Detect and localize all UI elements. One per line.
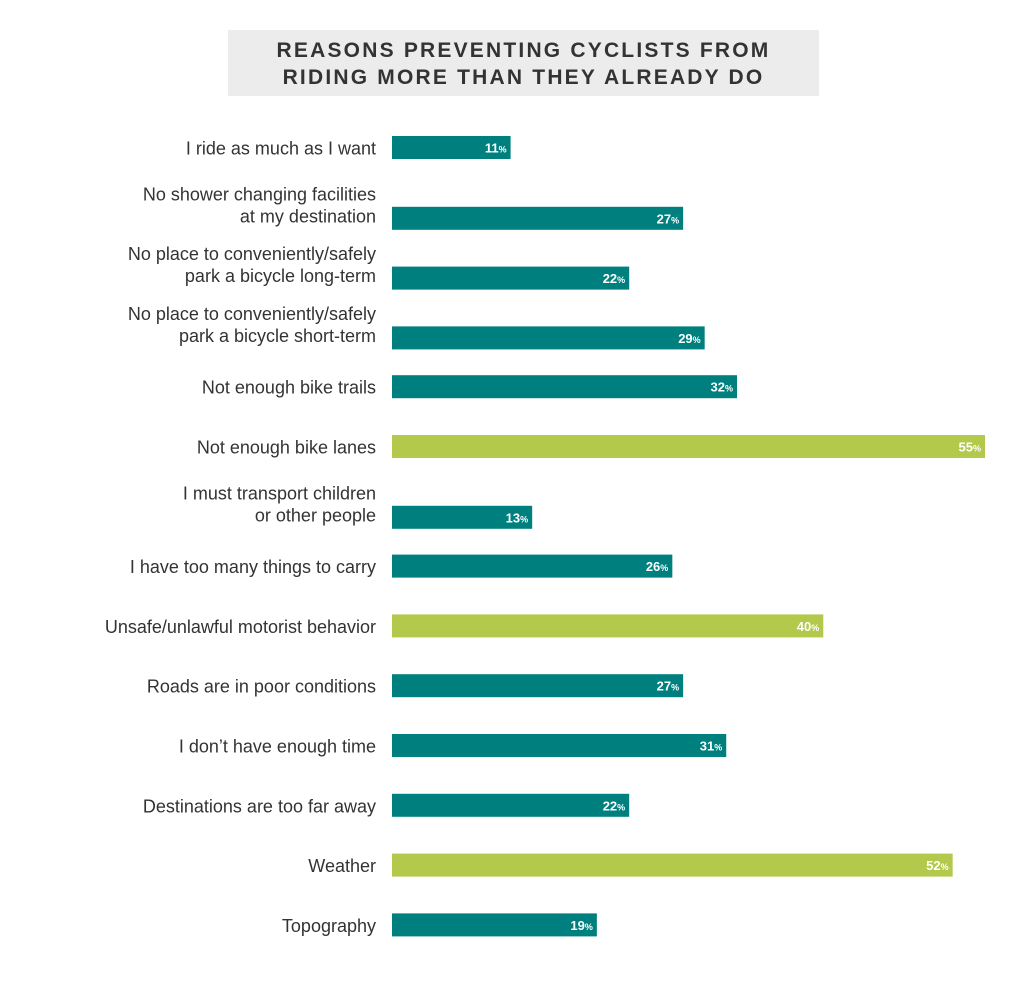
value-label-3: 22%: [603, 271, 625, 286]
category-label-7: I must transport children or other people: [183, 483, 376, 525]
bar-2: [392, 206, 684, 230]
category-label-13: Weather: [308, 856, 376, 876]
bar-1: [392, 136, 511, 159]
chart-title-line-2: RIDING MORE THAN THEY ALREADY DO: [282, 66, 765, 89]
category-label-4: No place to conveniently/safely park a bi…: [128, 304, 376, 346]
value-label-12: 22%: [603, 798, 625, 813]
category-label-6: Not enough bike lanes: [197, 438, 376, 458]
value-label-14: 19%: [570, 918, 592, 933]
bar-6: [392, 435, 985, 458]
bar-13: [392, 853, 953, 877]
chart-title-line-1: REASONS PREVENTING CYCLISTS FROM: [276, 39, 771, 62]
bar-4: [392, 326, 705, 350]
value-label-6: 55%: [959, 440, 981, 455]
value-label-13: 52%: [926, 858, 948, 873]
value-label-11: 31%: [700, 739, 722, 754]
bar-14: [392, 913, 597, 937]
value-label-5: 32%: [711, 380, 733, 395]
bar-7: [392, 505, 533, 529]
category-label-11: I don’t have enough time: [179, 737, 376, 757]
category-label-2: No shower changing facilities at my desti…: [143, 184, 376, 226]
category-label-3: No place to conveniently/safely park a bi…: [128, 244, 376, 286]
category-label-9: Unsafe/unlawful motorist behavior: [105, 617, 376, 637]
value-label-4: 29%: [678, 331, 700, 346]
category-label-5: Not enough bike trails: [202, 378, 376, 398]
bar-10: [392, 674, 684, 698]
value-label-9: 40%: [797, 619, 819, 634]
value-label-7: 13%: [506, 510, 528, 525]
value-label-1: 11%: [485, 141, 507, 156]
chart-title: REASONS PREVENTING CYCLISTS FROM RIDING …: [228, 30, 819, 96]
value-label-2: 27%: [657, 211, 679, 226]
bar-9: [392, 614, 824, 638]
bar-8: [392, 554, 673, 578]
category-label-1: I ride as much as I want: [186, 139, 376, 159]
bar-11: [392, 734, 727, 757]
category-label-8: I have too many things to carry: [130, 557, 376, 577]
category-label-12: Destinations are too far away: [143, 796, 376, 816]
category-label-10: Roads are in poor conditions: [147, 677, 376, 697]
bar-12: [392, 793, 630, 817]
bar-3: [392, 266, 630, 290]
category-label-14: Topography: [282, 916, 376, 936]
value-label-8: 26%: [646, 559, 668, 574]
bar-5: [392, 375, 738, 399]
value-label-10: 27%: [657, 679, 679, 694]
